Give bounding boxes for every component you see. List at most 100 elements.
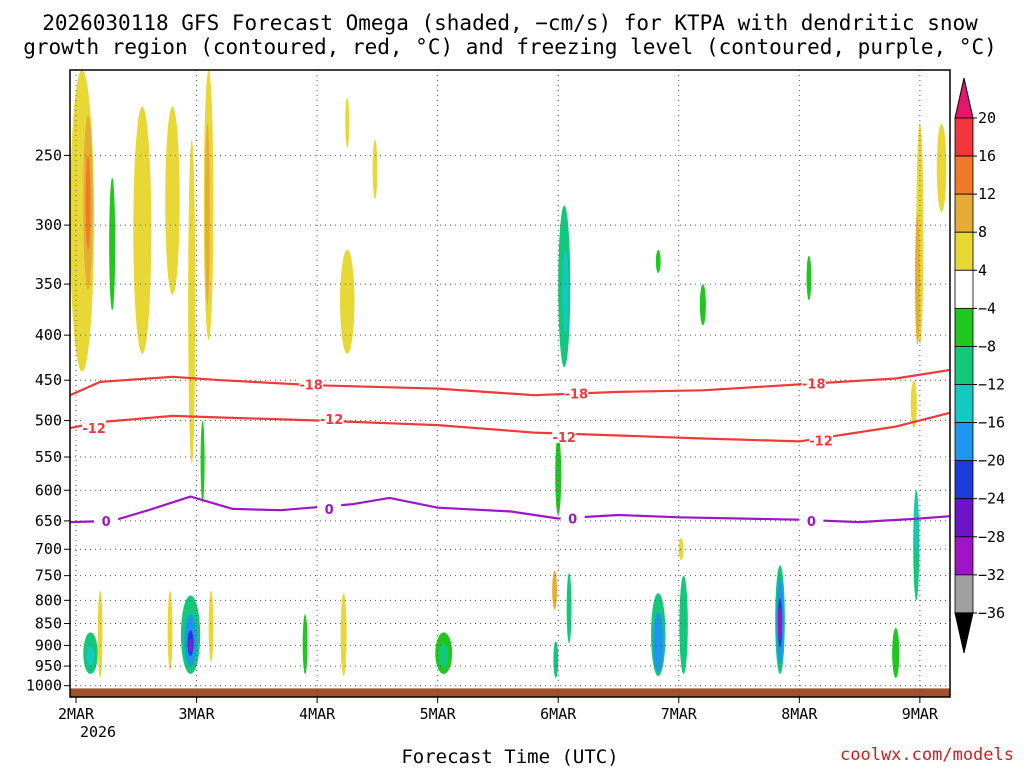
terrain-surface xyxy=(70,688,950,697)
omega-shaded-cell xyxy=(562,249,569,336)
omega-shaded-cell xyxy=(205,123,210,306)
contour-label-background xyxy=(809,432,834,447)
y-tick-label: 250 xyxy=(35,146,62,164)
colorbar-label: −24 xyxy=(978,490,1005,508)
omega-shaded-cell xyxy=(85,155,91,250)
omega-shaded-cell xyxy=(914,496,919,555)
x-tick-label: 3MAR xyxy=(179,705,216,723)
contour-label: 0 xyxy=(325,503,334,518)
colorbar-swatch xyxy=(954,155,974,195)
omega-shaded-cell xyxy=(109,177,116,311)
grid-layer xyxy=(70,70,950,697)
omega-shaded-cell xyxy=(679,575,688,675)
contour-label: -18 xyxy=(565,388,589,403)
y-tick-label: 950 xyxy=(35,657,62,675)
x-tick-label: 8MAR xyxy=(781,705,818,723)
omega-shaded-cell xyxy=(553,641,559,678)
contour-label-background xyxy=(799,512,824,527)
colorbar-swatch xyxy=(954,269,974,309)
contour-label: 0 xyxy=(807,515,816,530)
x-tick-label: 9MAR xyxy=(902,705,939,723)
omega-shaded-cell xyxy=(936,123,947,213)
contour-label-background xyxy=(82,420,107,435)
contour-label: -18 xyxy=(299,378,323,393)
y-tick-label: 700 xyxy=(35,540,62,558)
omega-shaded-cell xyxy=(566,573,572,644)
omega-shaded-cell xyxy=(345,97,350,148)
colorbar-swatch xyxy=(954,422,974,462)
omega-shaded-cell xyxy=(133,106,152,354)
colorbar: 20 16 12 8 4 −4 −8 −12 −16 −20 −24 −28 −32 −36 xyxy=(954,77,1005,654)
y-tick-label: 550 xyxy=(35,448,62,466)
colorbar-swatch xyxy=(954,231,974,271)
y-tick-label: 450 xyxy=(35,371,62,389)
plot-frame xyxy=(69,69,951,698)
y-axis-pressure: 250 300 350 400 450 500 550 600 650 700 750 800 850 9… xyxy=(26,146,70,695)
x-axis-time: 2MAR 3MAR 4MAR 5MAR 6MAR 7MAR 8MAR 9MAR xyxy=(58,697,939,723)
contour-label: 0 xyxy=(102,515,111,530)
omega-shaded-cell xyxy=(915,212,920,345)
x-tick-label: 7MAR xyxy=(661,705,698,723)
y-tick-label: 750 xyxy=(35,567,62,585)
y-tick-label: 400 xyxy=(35,326,62,344)
omega-shaded-cell xyxy=(910,380,917,429)
colorbar-label: −32 xyxy=(978,566,1005,584)
chart-title-line-2: growth region (contoured, red, °C) and f… xyxy=(23,35,997,59)
contour-label: -12 xyxy=(82,422,106,437)
contour-label: -12 xyxy=(552,431,576,446)
y-tick-label: 300 xyxy=(35,216,62,234)
colorbar-label: 4 xyxy=(978,261,987,279)
x-axis-label: Forecast Time (UTC) xyxy=(401,746,618,768)
contour-label-background xyxy=(801,375,826,390)
omega-shaded-cell xyxy=(188,139,196,464)
colorbar-swatch xyxy=(954,536,974,576)
contour-label-background xyxy=(552,429,577,444)
colorbar-label: −8 xyxy=(978,337,996,355)
omega-shaded-cell xyxy=(678,538,684,561)
contour-label-background xyxy=(319,410,344,425)
omega-shaded-cell xyxy=(200,420,205,503)
omega-shaded-cell xyxy=(208,590,214,663)
chart-title-line-1: 2026030118 GFS Forecast Omega (shaded, −… xyxy=(42,11,978,35)
colorbar-swatch xyxy=(954,460,974,500)
colorbar-swatch xyxy=(954,193,974,233)
y-tick-label: 500 xyxy=(35,412,62,430)
y-tick-label: 650 xyxy=(35,512,62,530)
omega-shaded-cell xyxy=(438,643,449,669)
omega-shaded-cell xyxy=(86,645,95,667)
contour-label-background xyxy=(317,500,342,515)
omega-shaded-cell xyxy=(97,590,103,678)
y-tick-label: 850 xyxy=(35,615,62,633)
colorbar-label: −4 xyxy=(978,299,996,317)
omega-shaded-cell xyxy=(653,612,664,673)
x-tick-label: 2MAR xyxy=(58,705,95,723)
colorbar-swatch xyxy=(954,117,974,157)
y-tick-label: 800 xyxy=(35,591,62,609)
contour-label-background xyxy=(560,510,585,525)
contour-label: -18 xyxy=(802,378,826,393)
credit-text: coolwx.com/models xyxy=(840,745,1014,765)
omega-shaded-cell xyxy=(340,249,355,354)
contour-label: -12 xyxy=(809,435,833,450)
omega-shaded-cell xyxy=(892,627,900,678)
colorbar-arrow-top xyxy=(954,77,974,119)
colorbar-swatch xyxy=(954,307,974,347)
colorbar-swatch xyxy=(954,574,974,614)
omega-shaded-cell xyxy=(167,590,173,671)
omega-shaded-cell xyxy=(806,255,812,301)
colorbar-swatch xyxy=(954,346,974,385)
omega-shaded-cell xyxy=(655,249,661,273)
colorbar-swatch xyxy=(954,384,974,423)
terrain-surface-layer xyxy=(70,688,950,697)
colorbar-label: −36 xyxy=(978,604,1005,622)
contour-label: 0 xyxy=(568,513,577,528)
omega-shaded-cell xyxy=(552,570,558,610)
y-tick-label: 1000 xyxy=(26,677,62,695)
contour-label-layer: -18 -18 -18 -12 -12 -12 -12 0 0 0 0 xyxy=(82,375,834,530)
colorbar-label: 20 xyxy=(978,109,996,127)
colorbar-label: 16 xyxy=(978,147,996,165)
omega-shaded-cell xyxy=(165,106,180,295)
omega-shaded-cell xyxy=(372,139,378,199)
colorbar-arrow-bottom xyxy=(954,612,974,654)
